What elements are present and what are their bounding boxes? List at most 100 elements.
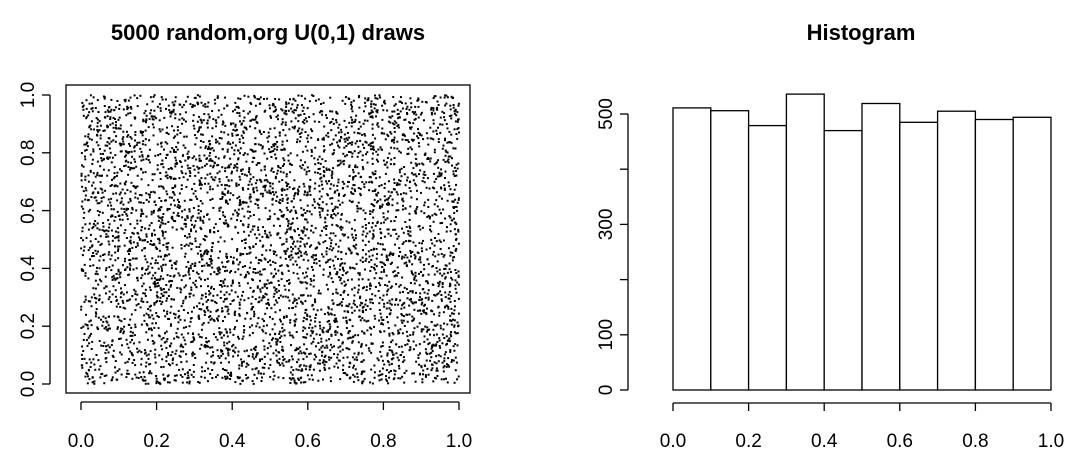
scatter-point xyxy=(335,362,338,365)
scatter-point xyxy=(325,167,328,170)
scatter-point xyxy=(242,290,245,293)
scatter-point xyxy=(288,299,291,302)
scatter-point xyxy=(142,140,145,143)
scatter-point xyxy=(145,331,148,334)
scatter-point xyxy=(272,224,275,227)
scatter-point xyxy=(360,373,363,376)
scatter-point xyxy=(271,328,274,331)
scatter-point xyxy=(421,378,424,381)
scatter-point xyxy=(142,120,145,123)
scatter-point xyxy=(274,262,277,264)
scatter-point xyxy=(207,264,210,266)
scatter-point xyxy=(96,273,99,276)
scatter-point xyxy=(91,162,94,165)
scatter-point xyxy=(285,314,288,317)
scatter-point xyxy=(331,280,334,283)
scatter-point xyxy=(168,318,171,320)
scatter-point xyxy=(287,360,290,363)
scatter-point xyxy=(100,242,103,245)
scatter-point xyxy=(266,352,269,355)
scatter-point xyxy=(423,201,426,204)
scatter-point xyxy=(359,176,362,179)
scatter-point xyxy=(375,150,378,153)
scatter-point xyxy=(445,123,448,125)
scatter-point xyxy=(396,125,399,128)
scatter-point xyxy=(225,297,228,300)
scatter-point xyxy=(131,377,134,380)
scatter-point xyxy=(361,310,364,313)
scatter-point xyxy=(399,110,402,113)
scatter-point xyxy=(333,345,335,348)
scatter-point xyxy=(456,167,459,170)
scatter-point xyxy=(212,118,215,121)
scatter-point xyxy=(310,266,313,268)
scatter-point xyxy=(215,376,217,379)
scatter-point xyxy=(288,162,291,165)
scatter-point xyxy=(126,189,129,192)
scatter-point xyxy=(105,361,108,364)
scatter-point xyxy=(252,382,255,385)
scatter-point xyxy=(288,128,291,131)
scatter-point xyxy=(417,252,420,255)
scatter-point xyxy=(212,351,215,354)
scatter-point xyxy=(426,326,429,329)
scatter-point xyxy=(145,269,148,271)
scatter-point xyxy=(441,274,444,277)
scatter-point xyxy=(105,345,107,348)
scatter-point xyxy=(196,130,199,133)
scatter-point xyxy=(120,200,123,203)
scatter-point xyxy=(147,272,150,275)
scatter-point xyxy=(204,346,207,349)
scatter-point xyxy=(441,361,444,364)
scatter-point xyxy=(430,230,433,233)
scatter-point xyxy=(91,227,94,230)
scatter-point xyxy=(443,96,446,99)
scatter-point xyxy=(433,151,436,154)
scatter-point xyxy=(107,204,109,207)
scatter-point xyxy=(391,298,394,301)
scatter-point xyxy=(219,290,222,293)
scatter-point xyxy=(265,236,268,239)
scatter-point xyxy=(432,109,435,112)
scatter-point xyxy=(115,230,117,233)
scatter-point xyxy=(344,102,347,105)
scatter-point xyxy=(112,116,115,119)
scatter-point xyxy=(325,234,328,236)
scatter-point xyxy=(444,170,447,173)
scatter-point xyxy=(237,354,239,357)
scatter-point xyxy=(95,117,98,120)
scatter-point xyxy=(389,302,392,305)
scatter-point xyxy=(437,285,440,288)
scatter-point xyxy=(84,272,87,275)
scatter-point xyxy=(110,161,113,164)
scatter-point xyxy=(420,366,423,369)
scatter-point xyxy=(401,197,404,200)
scatter-point xyxy=(347,330,350,333)
scatter-point xyxy=(188,382,191,385)
scatter-point xyxy=(198,302,201,305)
scatter-point xyxy=(223,284,226,287)
scatter-point xyxy=(364,97,367,100)
scatter-point xyxy=(114,140,117,143)
scatter-point xyxy=(303,119,306,121)
scatter-point xyxy=(243,325,245,328)
scatter-point xyxy=(85,189,88,192)
scatter-point xyxy=(287,222,290,225)
scatter-point xyxy=(450,95,453,98)
scatter-point xyxy=(368,261,371,264)
scatter-point xyxy=(96,266,98,269)
scatter-point xyxy=(277,279,280,282)
scatter-point xyxy=(386,352,389,355)
scatter-point xyxy=(352,192,355,195)
scatter-point xyxy=(208,159,211,162)
scatter-point xyxy=(351,187,354,190)
scatter-point xyxy=(359,187,362,190)
scatter-point xyxy=(236,197,239,200)
scatter-point xyxy=(253,347,255,350)
scatter-point xyxy=(259,270,262,273)
scatter-point xyxy=(174,177,177,180)
scatter-point xyxy=(269,127,272,130)
scatter-point xyxy=(296,263,298,266)
scatter-point xyxy=(85,339,88,342)
scatter-point xyxy=(285,360,288,363)
